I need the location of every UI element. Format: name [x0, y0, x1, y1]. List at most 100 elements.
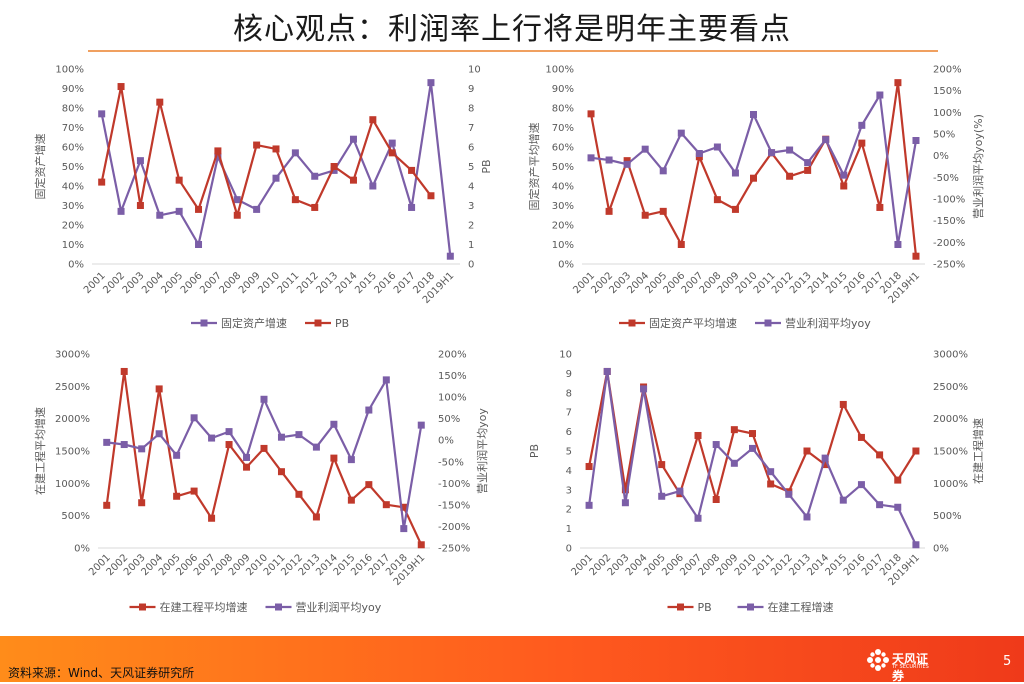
legend-label: 在建工程平均增速	[160, 600, 248, 614]
data-point	[312, 443, 320, 451]
data-point	[233, 196, 241, 204]
left-tick-label: 0%	[558, 260, 574, 271]
data-point	[349, 135, 357, 143]
data-point	[821, 461, 829, 469]
data-point	[190, 487, 198, 495]
data-point	[731, 169, 739, 177]
left-tick-label: 90%	[62, 84, 84, 95]
left-axis-title: 固定资产平均增速	[527, 123, 541, 211]
data-point	[894, 503, 902, 511]
data-point	[641, 211, 649, 219]
logo-text: 天风证券	[892, 652, 929, 683]
right-tick-label: 4	[468, 182, 474, 193]
data-point	[840, 171, 848, 179]
data-point	[291, 149, 299, 157]
left-tick-label: 9	[566, 369, 572, 380]
right-tick-label: -250%	[933, 260, 965, 271]
right-axis-title: PB	[480, 159, 493, 173]
source-note: 资料来源：Wind、天风证券研究所	[8, 666, 195, 680]
data-point	[876, 91, 884, 99]
data-point	[417, 541, 425, 549]
left-tick-label: 0	[566, 544, 572, 555]
left-tick-label: 1	[566, 524, 572, 535]
legend-item: 固定资产平均增速	[619, 316, 737, 330]
left-tick-label: 20%	[62, 221, 84, 232]
data-point	[365, 406, 373, 414]
data-point	[695, 150, 703, 157]
data-point	[730, 426, 738, 434]
data-point	[243, 453, 251, 461]
legend-marker	[200, 319, 208, 327]
data-point	[156, 98, 164, 106]
data-point	[312, 513, 320, 521]
right-tick-label: 6	[468, 143, 474, 154]
data-point	[408, 166, 416, 174]
data-point	[260, 395, 268, 403]
data-point	[253, 141, 261, 149]
left-tick-label: 40%	[62, 182, 84, 193]
page-number: 5	[1003, 654, 1012, 669]
right-tick-label: 50%	[933, 130, 955, 141]
data-point	[857, 481, 865, 489]
data-point	[311, 172, 319, 180]
left-axis-title: 固定资产增速	[33, 134, 47, 200]
right-tick-label: -50%	[438, 457, 464, 468]
data-point	[347, 496, 355, 504]
right-tick-label: -150%	[438, 500, 470, 511]
data-point	[585, 463, 593, 471]
data-point	[195, 241, 203, 248]
right-tick-label: 100%	[438, 393, 467, 404]
data-point	[659, 167, 667, 175]
right-tick-label: -200%	[438, 522, 470, 533]
data-point	[713, 196, 721, 204]
right-tick-label: 150%	[933, 86, 962, 97]
series-line	[589, 81, 918, 257]
left-tick-label: 8	[566, 388, 572, 399]
data-point	[694, 431, 702, 439]
legend-label: PB	[698, 601, 712, 614]
left-tick-label: 3000%	[55, 350, 90, 361]
data-point	[676, 487, 684, 495]
left-tick-label: 30%	[552, 201, 574, 212]
right-tick-label: 1000%	[933, 479, 968, 490]
data-point	[839, 496, 847, 504]
right-tick-label: 0%	[933, 544, 949, 555]
data-point	[712, 441, 720, 449]
legend-label: 在建工程增速	[768, 600, 834, 614]
data-point	[347, 456, 355, 464]
data-point	[173, 451, 181, 459]
data-point	[605, 207, 613, 215]
legend-item: 在建工程平均增速	[129, 600, 248, 614]
data-point	[98, 178, 106, 186]
right-tick-label: 200%	[933, 65, 962, 76]
left-tick-label: 50%	[552, 162, 574, 173]
left-tick-label: 4	[566, 466, 572, 477]
right-tick-label: 1500%	[933, 447, 968, 458]
left-tick-label: 40%	[552, 182, 574, 193]
left-tick-label: 2	[566, 505, 572, 516]
legend-item: 营业利润平均yoy	[265, 600, 382, 614]
data-point	[427, 79, 435, 87]
data-point	[388, 149, 396, 157]
right-tick-label: 5	[468, 162, 474, 173]
data-point	[208, 514, 216, 522]
data-point	[117, 207, 125, 215]
data-point	[804, 159, 812, 167]
legend-marker	[677, 603, 684, 611]
data-point	[730, 459, 738, 467]
left-tick-label: 10%	[552, 240, 574, 251]
data-point	[731, 205, 739, 213]
right-tick-label: -250%	[438, 544, 470, 555]
left-tick-label: 100%	[55, 65, 84, 76]
data-point	[785, 490, 793, 498]
left-tick-label: 3	[566, 485, 572, 496]
legend-item: 固定资产增速	[191, 316, 287, 330]
data-point	[225, 428, 233, 436]
data-point	[446, 252, 454, 260]
data-point	[277, 468, 285, 476]
left-tick-label: 6	[566, 427, 572, 438]
right-tick-label: -50%	[933, 173, 959, 184]
legend-label: 营业利润平均yoy	[296, 600, 382, 614]
data-point	[190, 414, 198, 422]
right-tick-label: 10	[468, 65, 481, 76]
